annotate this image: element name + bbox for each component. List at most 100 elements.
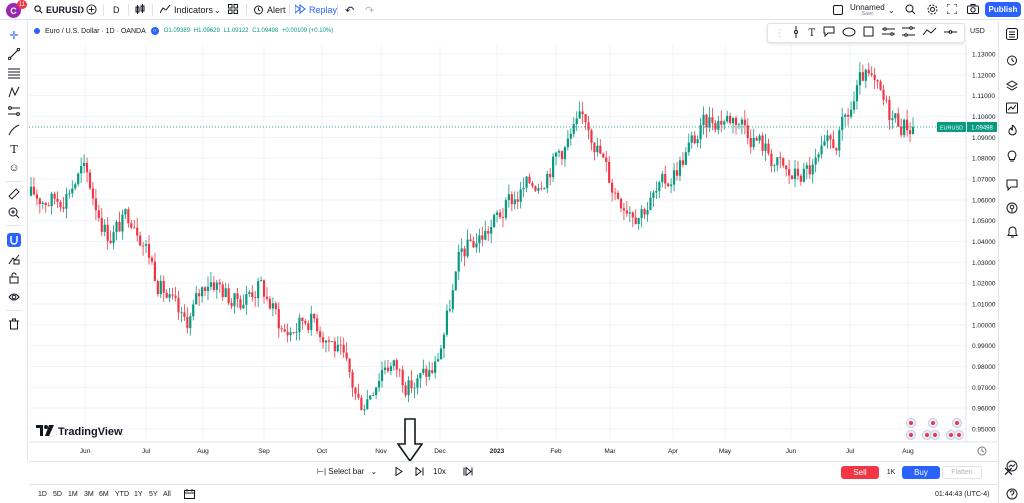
hotlist-icon[interactable] bbox=[1005, 101, 1019, 115]
crosshair-icon[interactable]: ✛ bbox=[9, 29, 19, 42]
flatten-button[interactable]: Flatten bbox=[942, 466, 982, 479]
data-window-icon[interactable] bbox=[1005, 79, 1019, 93]
zoom-in-icon[interactable] bbox=[7, 206, 21, 220]
range-1y[interactable]: 1Y bbox=[134, 491, 143, 498]
range-5y[interactable]: 5Y bbox=[149, 491, 158, 498]
range-1m[interactable]: 1M bbox=[68, 491, 78, 498]
date-range-icon[interactable] bbox=[184, 489, 195, 502]
snapshot-button[interactable] bbox=[967, 0, 979, 20]
trash-icon[interactable] bbox=[7, 317, 21, 331]
buy-button[interactable]: Buy bbox=[902, 466, 940, 479]
fib-retracement-icon[interactable] bbox=[7, 66, 21, 80]
clock-timezone[interactable]: 01:44:43 (UTC-4) bbox=[935, 491, 990, 498]
quick-search-button[interactable] bbox=[905, 0, 916, 20]
sell-button[interactable]: Sell bbox=[841, 466, 879, 479]
event-flag-icon[interactable] bbox=[906, 430, 916, 440]
layout-save-label: Save bbox=[861, 10, 874, 17]
candle bbox=[307, 320, 310, 334]
eye-icon[interactable] bbox=[7, 290, 21, 304]
layout-save-checkbox[interactable] bbox=[833, 0, 843, 20]
close-replay-icon[interactable]: ✕ bbox=[1003, 464, 1014, 479]
trend-line-icon[interactable] bbox=[7, 47, 21, 61]
text-icon[interactable]: T bbox=[10, 142, 18, 156]
settings-button[interactable] bbox=[927, 0, 938, 20]
redo-button[interactable]: ↷ bbox=[365, 0, 374, 20]
layouts-button[interactable] bbox=[228, 0, 238, 20]
indicators-button[interactable]: Indicators bbox=[159, 0, 213, 20]
interval-button[interactable]: D bbox=[113, 5, 120, 15]
price-range-icon[interactable] bbox=[902, 26, 916, 40]
brush-icon[interactable] bbox=[7, 123, 21, 137]
event-flag-icon[interactable] bbox=[952, 418, 962, 428]
jump-to-realtime-icon bbox=[463, 466, 473, 477]
chart-type-button[interactable] bbox=[135, 0, 145, 20]
quantity-input[interactable]: 1K bbox=[886, 469, 896, 476]
replay-button[interactable]: Replay bbox=[294, 0, 337, 20]
step-forward-button[interactable] bbox=[415, 466, 424, 478]
magnet-icon[interactable] bbox=[7, 233, 21, 247]
layout-menu-button[interactable]: ⌄ bbox=[888, 0, 895, 20]
ellipse-icon[interactable] bbox=[842, 27, 856, 40]
ideas-icon[interactable] bbox=[1005, 149, 1019, 163]
horizontal-line-icon[interactable] bbox=[944, 28, 958, 39]
symbol-search[interactable]: EURUSD bbox=[34, 0, 84, 20]
event-flag-icon[interactable] bbox=[930, 430, 940, 440]
candle bbox=[681, 152, 685, 168]
draw-lock-icon[interactable] bbox=[7, 252, 21, 266]
legend-arrows-icon[interactable]: ‹› bbox=[150, 27, 159, 35]
compare-button[interactable] bbox=[86, 0, 97, 20]
ruler-icon[interactable] bbox=[7, 187, 21, 201]
candle bbox=[198, 288, 201, 307]
rectangle-icon[interactable] bbox=[863, 26, 874, 40]
candle bbox=[790, 175, 794, 180]
candle bbox=[239, 295, 242, 311]
parallel-channel-icon[interactable] bbox=[881, 26, 895, 40]
candle bbox=[711, 107, 714, 131]
jump-to-realtime-button[interactable] bbox=[463, 466, 473, 478]
drag-handle-icon[interactable]: ⋮ bbox=[774, 27, 784, 38]
range-all[interactable]: All bbox=[163, 491, 171, 498]
fullscreen-button[interactable] bbox=[946, 0, 958, 20]
vertical-line-icon[interactable] bbox=[791, 25, 801, 41]
range-6m[interactable]: 6M bbox=[99, 491, 109, 498]
streams-icon[interactable] bbox=[1005, 201, 1019, 215]
callout-icon[interactable] bbox=[823, 26, 835, 40]
range-3m[interactable]: 3M bbox=[84, 491, 94, 498]
candle bbox=[144, 239, 148, 253]
range-5d[interactable]: 5D bbox=[53, 491, 62, 498]
trading-panel-icon[interactable] bbox=[1005, 459, 1019, 473]
chart-title[interactable]: Euro / U.S. Dollar · 1D · OANDA bbox=[45, 27, 146, 35]
candle bbox=[643, 207, 646, 220]
candle bbox=[189, 312, 192, 336]
pattern-icon[interactable] bbox=[7, 85, 21, 99]
undo-button[interactable]: ↶ bbox=[345, 0, 354, 20]
candle bbox=[206, 276, 210, 301]
lock-icon[interactable] bbox=[7, 271, 21, 285]
range-1d[interactable]: 1D bbox=[38, 491, 47, 498]
watchlist-icon[interactable] bbox=[1005, 27, 1019, 41]
event-flag-icon[interactable] bbox=[906, 418, 916, 428]
text-tool-icon[interactable]: T bbox=[808, 27, 816, 39]
indicators-dropdown[interactable]: ⌄ bbox=[214, 0, 221, 20]
prediction-icon[interactable] bbox=[7, 104, 21, 118]
time-settings-icon[interactable] bbox=[977, 446, 987, 459]
alert-button[interactable]: Alert bbox=[253, 0, 286, 20]
replay-speed-button[interactable]: 10x bbox=[433, 467, 446, 476]
publish-button[interactable]: Publish bbox=[985, 2, 1021, 17]
help-icon[interactable] bbox=[1005, 487, 1019, 501]
select-bar-button[interactable]: ⊢| Select bar ⌄ bbox=[317, 467, 377, 476]
event-flag-icon[interactable] bbox=[928, 418, 938, 428]
layout-name[interactable]: Unnamed Save bbox=[850, 0, 885, 20]
chats-icon[interactable] bbox=[1005, 178, 1019, 192]
alerts-icon[interactable] bbox=[1005, 53, 1019, 67]
notifications-bell-icon[interactable] bbox=[1005, 225, 1019, 239]
path-icon[interactable] bbox=[922, 27, 937, 40]
hotlist-flame-icon[interactable] bbox=[1005, 123, 1019, 137]
event-flag-icon[interactable] bbox=[954, 430, 964, 440]
range-ytd[interactable]: YTD bbox=[115, 491, 129, 498]
candle bbox=[88, 169, 92, 191]
emoji-icon[interactable]: ☺ bbox=[8, 162, 20, 174]
play-button[interactable] bbox=[395, 466, 403, 478]
currency-selector[interactable]: USD bbox=[970, 28, 985, 35]
